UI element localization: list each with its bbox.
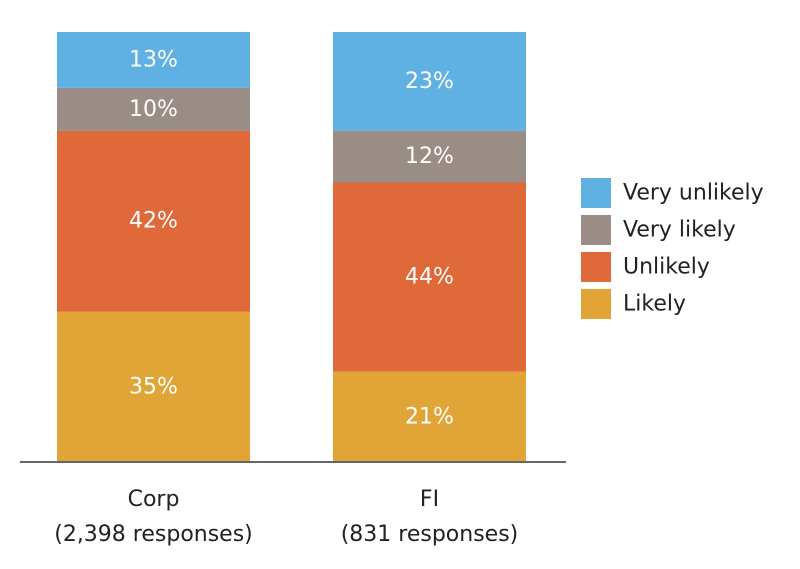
bar-segment-1-very-likely bbox=[57, 87, 250, 131]
bar-segment-2-likely bbox=[333, 371, 526, 462]
x-tick-label-subtitle: (831 responses) bbox=[341, 522, 519, 547]
bar-segment-1-unlikely bbox=[57, 130, 250, 312]
bar-segment-1-likely bbox=[57, 311, 250, 462]
legend-label: Very unlikely bbox=[623, 181, 764, 206]
legend: Very unlikely Very likely Unlikely Likely bbox=[581, 178, 764, 319]
x-tick-labels-layer: Corp (2,398 responses) FI (831 responses) bbox=[54, 487, 518, 547]
data-label: 13% bbox=[129, 47, 178, 72]
legend-swatch-very-unlikely bbox=[581, 178, 611, 208]
legend-label: Likely bbox=[623, 292, 686, 317]
bar-segment-2-unlikely bbox=[333, 182, 526, 372]
bars-layer bbox=[57, 32, 526, 462]
legend-label: Very likely bbox=[623, 218, 736, 243]
bar-segment-2-very-likely bbox=[333, 130, 526, 183]
x-tick-label-subtitle: (2,398 responses) bbox=[54, 522, 253, 547]
legend-swatch-likely bbox=[581, 289, 611, 319]
bar-segment-1-very-unlikely bbox=[57, 32, 250, 88]
legend-swatch-unlikely bbox=[581, 252, 611, 282]
data-label: 12% bbox=[405, 144, 454, 169]
data-labels-layer: 35% 42% 10% 13% 21% 44% 12% 23% bbox=[129, 47, 454, 429]
data-label: 35% bbox=[129, 374, 178, 399]
data-label: 44% bbox=[405, 265, 454, 290]
data-label: 10% bbox=[129, 97, 178, 122]
legend-swatch-very-likely bbox=[581, 215, 611, 245]
x-tick-label: Corp bbox=[128, 487, 180, 512]
legend-label: Unlikely bbox=[623, 255, 710, 280]
data-label: 42% bbox=[129, 209, 178, 234]
data-label: 21% bbox=[405, 404, 454, 429]
bar-segment-2-very-unlikely bbox=[333, 32, 526, 131]
x-tick-label: FI bbox=[420, 487, 439, 512]
data-label: 23% bbox=[405, 69, 454, 94]
